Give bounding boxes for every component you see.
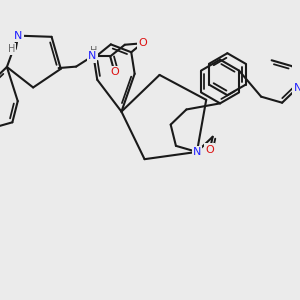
Text: H: H <box>8 44 15 54</box>
Text: N: N <box>294 82 300 93</box>
Text: N: N <box>193 147 201 157</box>
Text: O: O <box>138 38 147 48</box>
Text: O: O <box>206 145 214 154</box>
Text: N: N <box>14 31 22 41</box>
Text: H: H <box>90 46 97 56</box>
Text: N: N <box>88 51 96 62</box>
Text: O: O <box>110 68 119 77</box>
